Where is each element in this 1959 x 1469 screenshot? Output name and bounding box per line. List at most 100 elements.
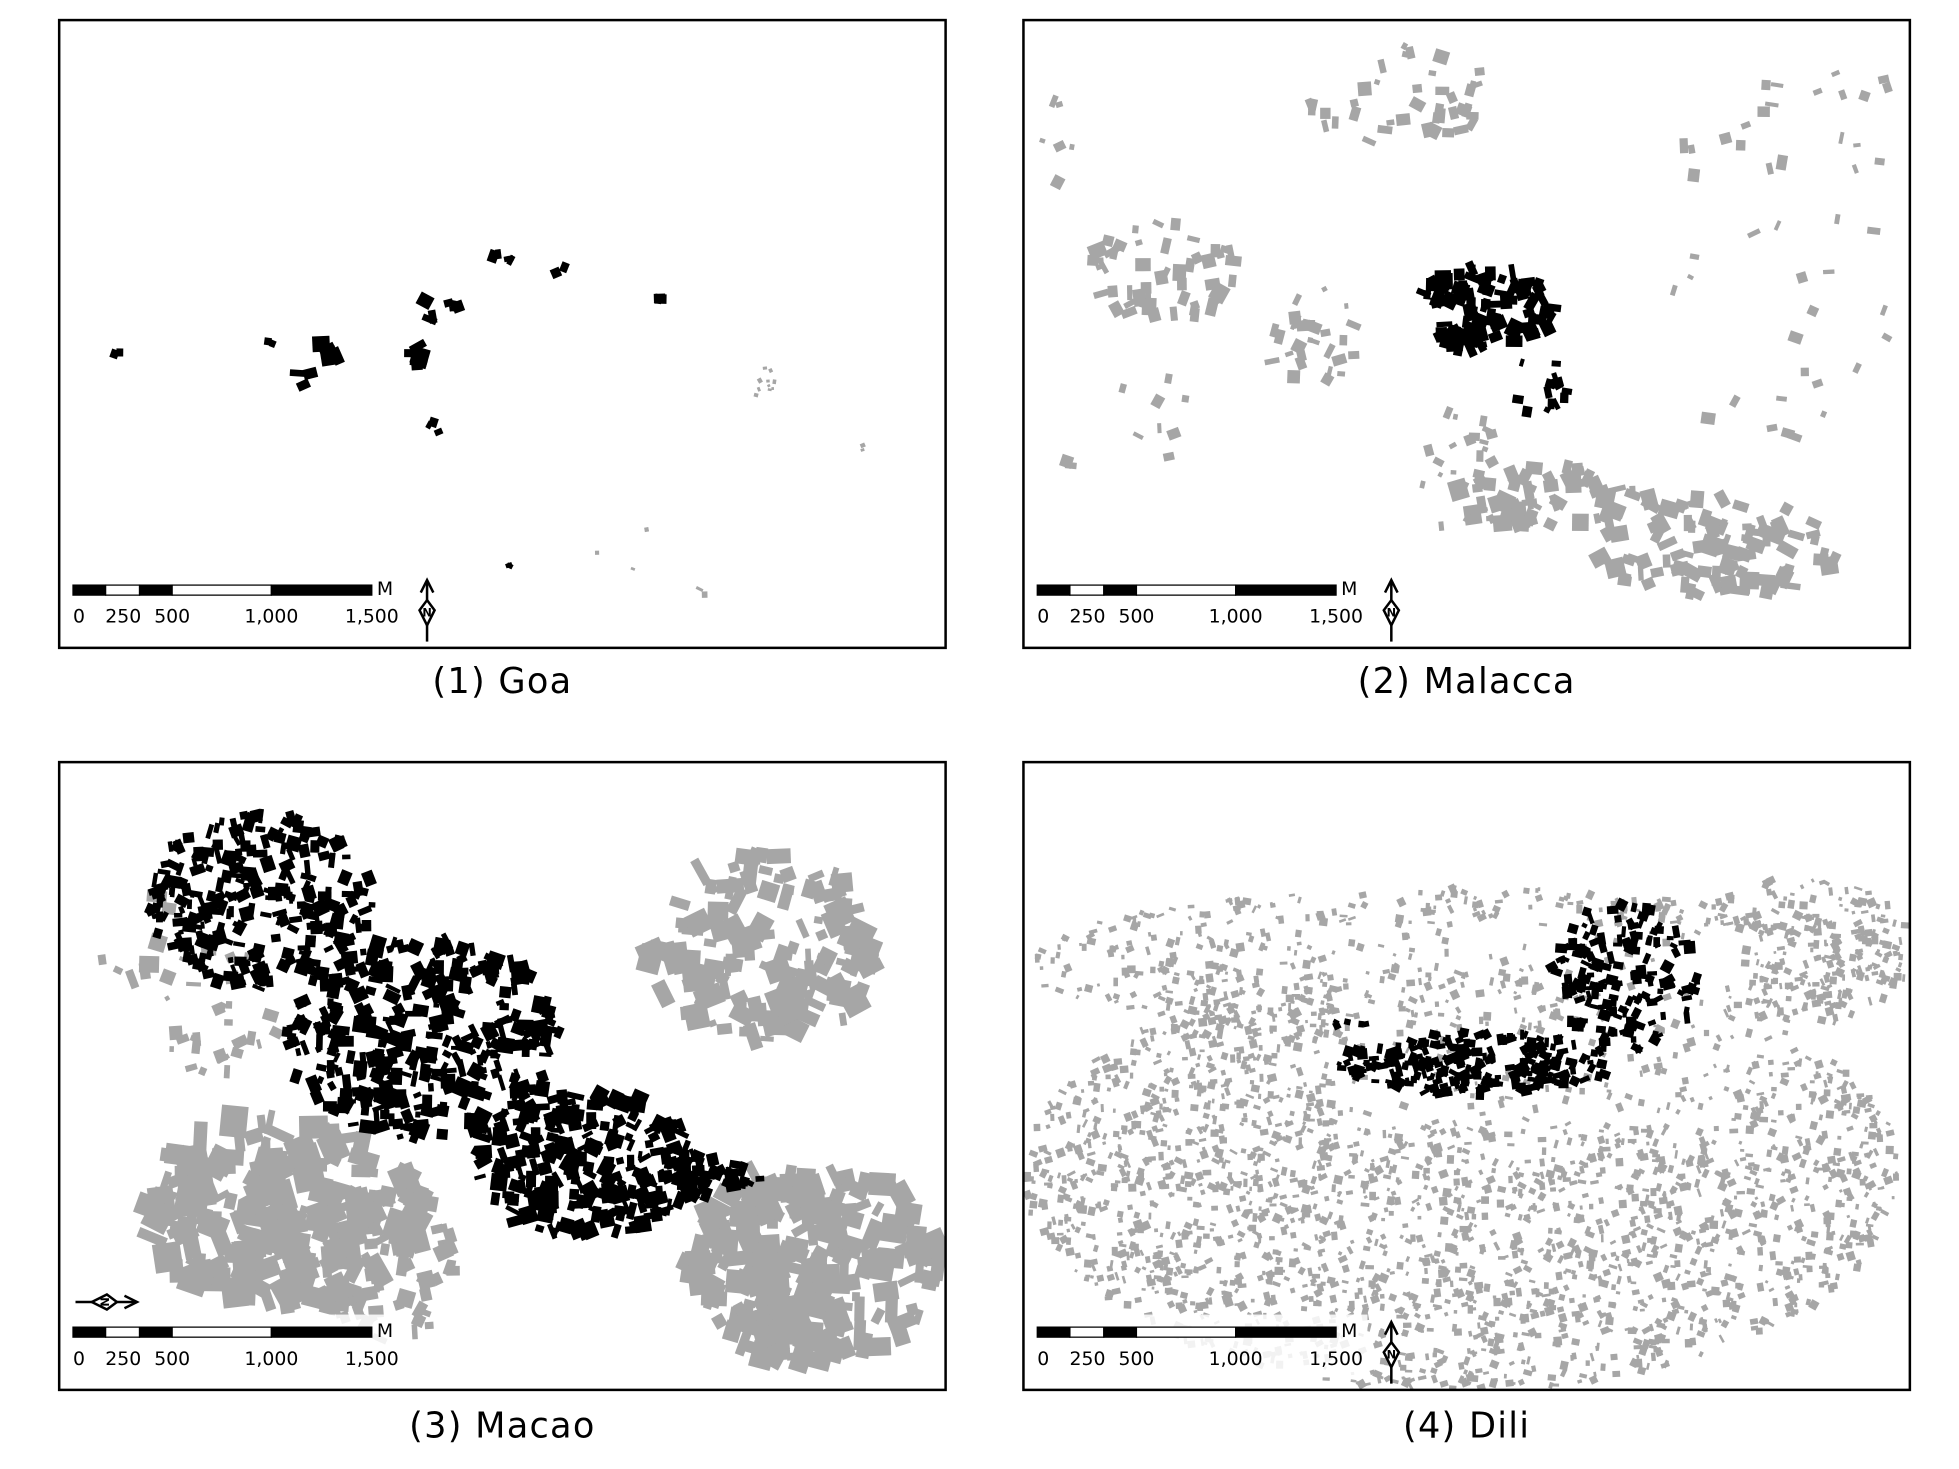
building bbox=[1683, 1182, 1692, 1191]
building bbox=[1859, 1143, 1864, 1149]
building bbox=[1555, 1271, 1563, 1281]
historic-building bbox=[499, 1108, 510, 1118]
building bbox=[1689, 253, 1700, 261]
building bbox=[1555, 1014, 1565, 1022]
building bbox=[169, 1259, 184, 1283]
building bbox=[758, 960, 773, 973]
historic-building bbox=[1503, 317, 1526, 340]
building bbox=[1442, 127, 1455, 138]
building bbox=[1487, 912, 1494, 919]
building bbox=[1118, 1136, 1122, 1140]
building bbox=[1466, 1206, 1476, 1215]
building bbox=[1581, 1192, 1589, 1199]
historic-building bbox=[252, 983, 266, 992]
historic-building bbox=[575, 1223, 589, 1242]
building bbox=[1323, 1154, 1333, 1162]
building bbox=[1164, 1088, 1169, 1092]
building bbox=[1333, 1174, 1344, 1185]
building bbox=[1395, 1179, 1403, 1186]
building bbox=[1229, 1003, 1236, 1009]
building bbox=[1681, 1282, 1689, 1291]
building bbox=[1287, 1087, 1291, 1091]
building bbox=[1434, 1146, 1443, 1153]
building bbox=[707, 901, 729, 922]
building bbox=[1397, 1000, 1404, 1009]
building bbox=[1878, 993, 1888, 1004]
building bbox=[1532, 1104, 1539, 1114]
building bbox=[1418, 1329, 1425, 1334]
building bbox=[1584, 1225, 1592, 1235]
building bbox=[1787, 1113, 1796, 1122]
building bbox=[738, 1002, 747, 1010]
building bbox=[1550, 1125, 1558, 1130]
building bbox=[1758, 1238, 1767, 1247]
historic-building bbox=[514, 1120, 527, 1134]
building bbox=[1652, 1138, 1660, 1148]
building bbox=[1037, 947, 1047, 955]
building bbox=[1753, 996, 1761, 1005]
arrow-head bbox=[123, 1294, 140, 1310]
building bbox=[1836, 1068, 1844, 1074]
building bbox=[1373, 1164, 1385, 1176]
building bbox=[1252, 1145, 1262, 1154]
building bbox=[1515, 467, 1533, 487]
historic-building bbox=[303, 859, 311, 875]
building bbox=[1253, 1104, 1261, 1111]
building bbox=[1829, 1058, 1838, 1067]
building bbox=[1539, 1171, 1545, 1180]
building bbox=[1169, 1067, 1174, 1073]
historic-building bbox=[296, 901, 306, 909]
building bbox=[1831, 971, 1838, 976]
building bbox=[1696, 1330, 1706, 1338]
building bbox=[1711, 904, 1716, 910]
building bbox=[1800, 1082, 1808, 1092]
building bbox=[1575, 1213, 1585, 1220]
building bbox=[1436, 1348, 1445, 1355]
building bbox=[1208, 1039, 1218, 1049]
historic-building bbox=[495, 998, 505, 1007]
building bbox=[1161, 1276, 1172, 1287]
building bbox=[395, 1287, 417, 1309]
historic-building bbox=[270, 933, 281, 943]
building bbox=[1283, 1134, 1293, 1144]
building bbox=[1640, 576, 1657, 591]
scale-label: 250 bbox=[105, 1349, 141, 1370]
historic-building bbox=[644, 1139, 654, 1149]
scale-label: 250 bbox=[1070, 607, 1106, 628]
building bbox=[1558, 1293, 1566, 1302]
building bbox=[1689, 586, 1706, 602]
building bbox=[1444, 999, 1450, 1004]
building bbox=[732, 1301, 750, 1321]
building bbox=[1455, 1014, 1462, 1021]
building bbox=[1357, 81, 1372, 97]
building bbox=[1770, 82, 1784, 89]
building bbox=[1749, 1119, 1759, 1129]
historic-building bbox=[279, 841, 287, 855]
building bbox=[1052, 139, 1067, 153]
building bbox=[1473, 895, 1478, 901]
building bbox=[1604, 556, 1627, 580]
building bbox=[1670, 1299, 1681, 1310]
building bbox=[159, 968, 177, 986]
building bbox=[1204, 1257, 1214, 1265]
building bbox=[692, 982, 726, 1012]
building bbox=[1262, 1096, 1271, 1105]
building bbox=[1723, 1171, 1731, 1176]
building bbox=[1554, 1008, 1561, 1017]
building bbox=[1249, 1186, 1253, 1192]
building bbox=[1781, 1145, 1789, 1155]
building bbox=[1238, 1046, 1245, 1054]
building bbox=[1230, 989, 1240, 999]
building bbox=[1559, 1360, 1569, 1371]
building bbox=[1799, 970, 1808, 977]
building bbox=[1724, 985, 1731, 993]
building bbox=[1407, 953, 1413, 961]
building bbox=[306, 1256, 321, 1271]
building bbox=[1169, 1251, 1176, 1256]
historic-building bbox=[506, 954, 516, 973]
building bbox=[1305, 1092, 1317, 1103]
building bbox=[1119, 1152, 1129, 1160]
building bbox=[1139, 1037, 1149, 1048]
building bbox=[1202, 1123, 1210, 1133]
building bbox=[1295, 1143, 1304, 1151]
